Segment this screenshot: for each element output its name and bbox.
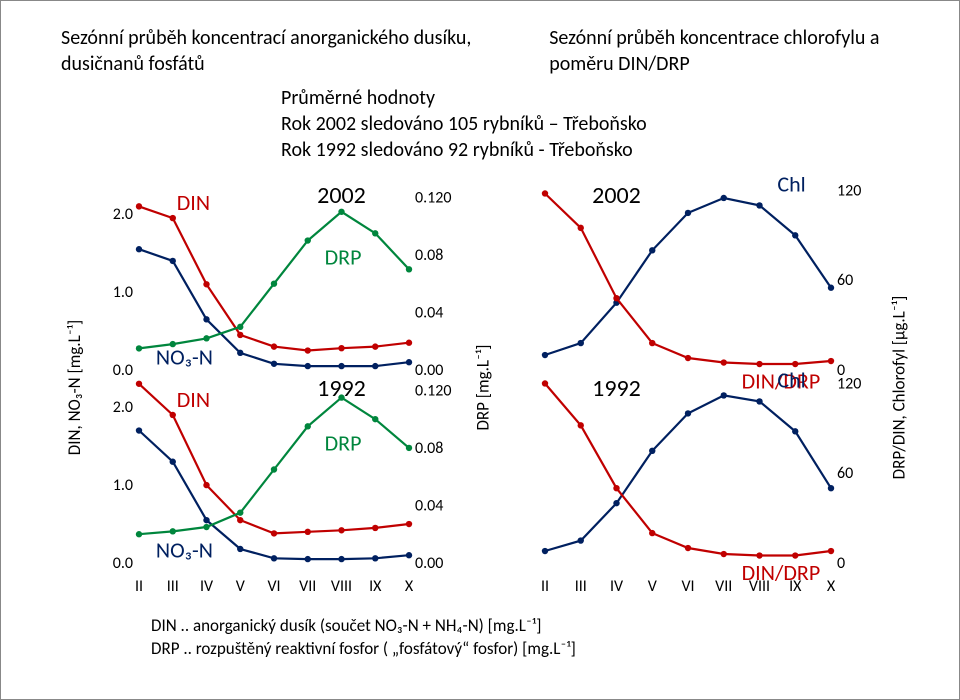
svg-text:Chl: Chl: [777, 366, 805, 393]
svg-text:0.120: 0.120: [415, 381, 451, 400]
svg-text:VI: VI: [681, 577, 694, 596]
svg-text:60: 60: [837, 271, 853, 290]
svg-text:III: III: [575, 577, 587, 596]
svg-text:1992: 1992: [592, 374, 641, 403]
svg-text:VIII: VIII: [749, 577, 770, 596]
mid-y-axis-label: DRP [mg.L⁻¹]: [469, 177, 497, 597]
left-y-axis-label: DIN, NO₃-N [mg.L⁻¹]: [61, 177, 89, 597]
right-chart: 120600ChlDIN/DRP2002120600ChlDIN/DRP1992…: [535, 177, 875, 597]
mid-line-0: Průměrné hodnoty: [281, 85, 919, 111]
page: Sezónní průběh koncentrací anorganického…: [0, 0, 960, 700]
svg-text:DIN: DIN: [177, 189, 210, 216]
svg-text:120: 120: [837, 374, 861, 393]
right-y-axis-label: DRP/DIN, Chlorofyl [µg.L⁻¹]: [885, 177, 913, 597]
charts-row: DIN, NO₃-N [mg.L⁻¹] 2.0 1.0 0.0 0.120 0.08 0.…: [61, 177, 919, 597]
svg-text:60: 60: [837, 464, 853, 483]
left-y-axis-label-text: DIN, NO₃-N [mg.L⁻¹]: [65, 319, 86, 454]
svg-text:V: V: [648, 577, 658, 596]
svg-text:2.0: 2.0: [113, 205, 133, 224]
svg-text:120: 120: [837, 181, 861, 200]
svg-text:1.0: 1.0: [113, 283, 133, 302]
svg-text:1992: 1992: [317, 374, 366, 403]
svg-text:DIN: DIN: [177, 386, 210, 413]
legend: DIN .. anorganický dusík (součet NO₃-N +…: [151, 615, 919, 659]
svg-text:0: 0: [837, 554, 845, 573]
svg-text:II: II: [541, 577, 549, 596]
svg-text:1.0: 1.0: [113, 476, 133, 495]
legend-line-1: DRP .. rozpuštěný reaktivní fosfor ( „fo…: [151, 638, 919, 659]
titles-row: Sezónní průběh koncentrací anorganického…: [61, 25, 919, 77]
svg-text:DRP: DRP: [325, 244, 362, 271]
svg-text:V: V: [236, 577, 246, 596]
svg-text:0.04: 0.04: [415, 496, 443, 515]
title-right: Sezónní průběh koncentrace chlorofylu a …: [549, 25, 919, 77]
svg-text:2002: 2002: [592, 181, 641, 210]
svg-text:VIII: VIII: [331, 577, 352, 596]
svg-text:2.0: 2.0: [113, 398, 133, 417]
svg-text:IV: IV: [610, 577, 624, 596]
mid-line-1: Rok 2002 sledováno 105 rybníků – Třeboňs…: [281, 111, 919, 137]
svg-text:IX: IX: [369, 577, 382, 596]
svg-text:NO₃-N: NO₃-N: [156, 344, 213, 371]
svg-text:II: II: [135, 577, 143, 596]
svg-text:IX: IX: [789, 577, 802, 596]
mid-text: Průměrné hodnoty Rok 2002 sledováno 105 …: [281, 85, 919, 163]
svg-text:0.08: 0.08: [415, 439, 443, 458]
svg-text:DRP: DRP: [325, 429, 362, 456]
mid-y-axis-label-text: DRP [mg.L⁻¹]: [473, 344, 494, 430]
svg-text:0.00: 0.00: [415, 554, 443, 573]
svg-text:0.00: 0.00: [415, 361, 443, 380]
svg-text:0.120: 0.120: [415, 188, 451, 207]
svg-text:IV: IV: [200, 577, 214, 596]
svg-text:III: III: [167, 577, 179, 596]
svg-text:2002: 2002: [317, 181, 366, 210]
title-left: Sezónní průběh koncentrací anorganického…: [61, 25, 489, 77]
svg-text:NO₃-N: NO₃-N: [156, 537, 213, 564]
svg-text:VII: VII: [715, 577, 732, 596]
svg-text:Chl: Chl: [777, 177, 805, 197]
svg-text:VII: VII: [299, 577, 316, 596]
svg-text:0.0: 0.0: [113, 554, 133, 573]
svg-text:0.04: 0.04: [415, 303, 443, 322]
svg-text:X: X: [827, 577, 836, 596]
right-y-axis-label-text: DRP/DIN, Chlorofyl [µg.L⁻¹]: [889, 295, 910, 479]
mid-line-2: Rok 1992 sledováno 92 rybníků - Třeboňsk…: [281, 137, 919, 163]
svg-text:0.0: 0.0: [113, 361, 133, 380]
svg-text:VI: VI: [267, 577, 280, 596]
svg-text:X: X: [405, 577, 414, 596]
left-chart: 2.0 1.0 0.0 0.120 0.08 0.04 0.00 DIN NO₃-N DRP 200…: [99, 177, 459, 597]
legend-line-0: DIN .. anorganický dusík (součet NO₃-N +…: [151, 615, 919, 636]
svg-text:0.08: 0.08: [415, 246, 443, 265]
